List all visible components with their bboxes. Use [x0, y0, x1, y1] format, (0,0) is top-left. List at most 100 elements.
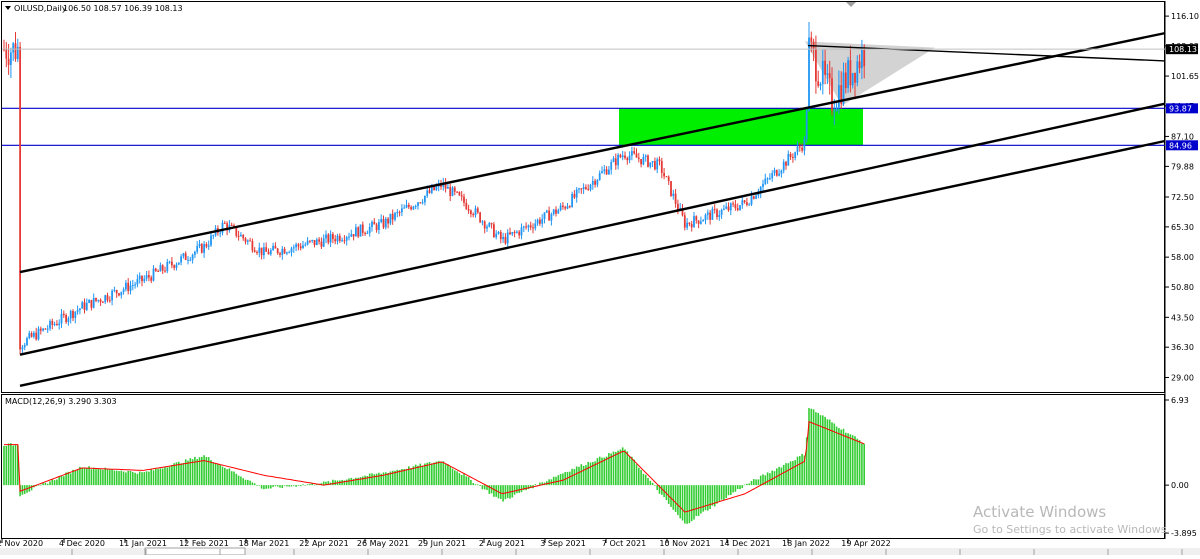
- macd-histogram-bar: [817, 412, 819, 486]
- candle-body: [683, 215, 686, 228]
- macd-histogram-bar: [642, 473, 645, 486]
- candle-body: [111, 290, 113, 301]
- macd-histogram-bar: [120, 470, 123, 486]
- macd-histogram-bar: [203, 455, 205, 486]
- candle-body: [131, 284, 134, 286]
- candle-body: [486, 226, 488, 229]
- candle-body: [456, 191, 458, 193]
- candle-body: [276, 248, 279, 254]
- candle-body: [182, 253, 185, 257]
- macd-histogram-bar: [182, 462, 185, 486]
- triangle-pattern-shape[interactable]: [805, 41, 935, 106]
- candle-body: [603, 169, 606, 172]
- candle-body: [647, 155, 649, 167]
- macd-histogram-bar: [217, 463, 219, 486]
- macd-histogram-bar: [626, 451, 629, 486]
- macd-histogram-bar: [580, 464, 583, 486]
- macd-histogram-bar: [138, 471, 141, 486]
- chart-tab-active[interactable]: [144, 547, 246, 556]
- candle-body: [364, 232, 366, 234]
- macd-histogram-bar: [562, 473, 564, 486]
- macd-histogram-bar: [396, 469, 399, 486]
- candle-body: [387, 218, 389, 224]
- macd-histogram-bar: [440, 461, 442, 486]
- trend-line-triangle-top[interactable]: [807, 44, 1166, 62]
- macd-histogram-bar: [72, 469, 74, 486]
- candle-body: [297, 244, 300, 247]
- candle-body: [127, 282, 130, 291]
- trend-line-middle-channel[interactable]: [19, 102, 1166, 356]
- macd-histogram-bar: [762, 474, 764, 486]
- macd-histogram-bar: [697, 485, 700, 516]
- macd-histogram-bar: [159, 468, 162, 486]
- candle-body: [548, 210, 550, 221]
- macd-histogram-bar: [86, 468, 88, 486]
- candle-body: [801, 147, 803, 151]
- macd-histogram-bar: [272, 485, 274, 487]
- channel-lines-layer[interactable]: [19, 31, 1166, 387]
- candle-body: [42, 328, 44, 331]
- macd-histogram-bar: [819, 415, 822, 486]
- macd-histogram-bar: [463, 474, 465, 486]
- macd-histogram-bar: [290, 485, 293, 487]
- macd-histogram-bar: [654, 485, 656, 486]
- macd-histogram-bar: [148, 471, 150, 486]
- candle-body: [67, 318, 70, 323]
- candle-body: [85, 302, 88, 310]
- candle-body: [396, 212, 399, 214]
- macd-histogram-bar: [196, 459, 198, 486]
- macd-histogram-bar: [582, 465, 585, 486]
- candle-body: [249, 240, 251, 242]
- trend-line-lower-channel[interactable]: [19, 139, 1166, 387]
- candle-body: [769, 178, 771, 180]
- trend-line-upper-channel[interactable]: [19, 31, 1166, 274]
- candle-body: [658, 159, 661, 161]
- macd-histogram-bar: [95, 469, 97, 486]
- candle-body: [493, 224, 495, 238]
- candle-body: [58, 323, 61, 326]
- candle-body: [95, 297, 97, 301]
- bottom-tabs-bar[interactable]: [0, 547, 1200, 556]
- macd-histogram-bar: [171, 464, 173, 486]
- macd-histogram-bar: [477, 484, 479, 486]
- candle-body: [359, 224, 362, 237]
- candle-body: [824, 60, 826, 75]
- candle-body: [53, 324, 56, 326]
- candle-body: [106, 295, 109, 301]
- candle-body: [601, 171, 603, 174]
- candle-body: [794, 152, 797, 158]
- macd-histogram-bar: [681, 485, 684, 521]
- candle-body: [361, 224, 364, 233]
- macd-histogram-bar: [164, 466, 166, 486]
- candle-body: [426, 190, 429, 196]
- candle-body: [336, 235, 339, 242]
- macd-histogram-bar: [603, 457, 606, 486]
- candle-body: [136, 279, 139, 285]
- symbol-dropdown-icon[interactable]: [5, 6, 11, 10]
- macd-histogram-bar: [753, 479, 755, 486]
- candle-body: [334, 239, 337, 242]
- chart-shift-marker[interactable]: [846, 2, 856, 7]
- candle-body: [527, 225, 530, 228]
- candle-body: [624, 155, 626, 158]
- candle-body: [108, 300, 111, 302]
- candle-body: [221, 222, 224, 233]
- macd-histogram-bar: [529, 485, 532, 489]
- macd-histogram-bar: [385, 472, 387, 486]
- macd-histogram-bar: [447, 464, 449, 486]
- macd-histogram-bar: [226, 469, 228, 486]
- macd-histogram-bar: [587, 462, 589, 486]
- price-tick-label: 87.10: [1171, 132, 1194, 141]
- macd-histogram-bar: [42, 483, 44, 486]
- candle-body: [244, 238, 247, 242]
- macd-histogram-bar: [725, 485, 727, 499]
- tab-dividers: [71, 549, 1183, 555]
- macd-histogram-bar: [748, 483, 750, 486]
- macd-histogram-bar: [847, 433, 849, 486]
- candle-body: [212, 235, 215, 237]
- macd-histogram-bar: [311, 482, 313, 486]
- macd-histogram-bar: [516, 485, 518, 494]
- macd-histogram-bar: [322, 481, 325, 486]
